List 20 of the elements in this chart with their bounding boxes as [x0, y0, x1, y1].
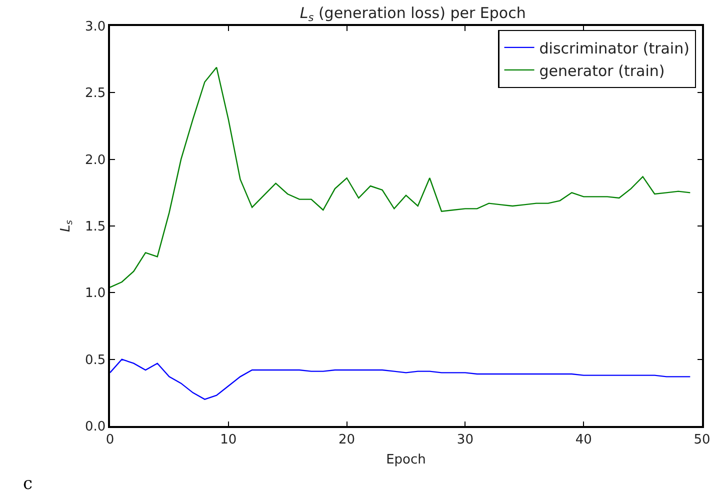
x-tick-label: 50: [694, 432, 710, 448]
line-series: [110, 358, 691, 400]
line-series: [110, 66, 691, 288]
chart-title: L$_{s}$ (generation loss) per Epoch: [300, 4, 526, 24]
y-tick-label: 3.0: [84, 20, 106, 35]
text: c: [23, 474, 33, 494]
x-tick-label: 30: [456, 432, 474, 448]
x-tick-label: 40: [575, 432, 592, 448]
y-tick-label: 0.0: [84, 420, 106, 435]
x-tick-label: 10: [220, 432, 237, 448]
y-tick-label: 2.0: [84, 152, 106, 168]
legend-label: generator (train): [539, 62, 665, 80]
x-tick-label: 20: [338, 432, 356, 448]
y-tick-label: 1.0: [84, 286, 106, 302]
x-tick-label: 0: [106, 432, 114, 448]
y-tick-label: 2.5: [84, 86, 106, 102]
y-tick-label: 1.5: [84, 220, 106, 235]
y-tick-label: 0.5: [84, 352, 106, 368]
x-axis-title: Epoch: [386, 452, 426, 468]
legend-label: discriminator (train): [539, 39, 690, 58]
